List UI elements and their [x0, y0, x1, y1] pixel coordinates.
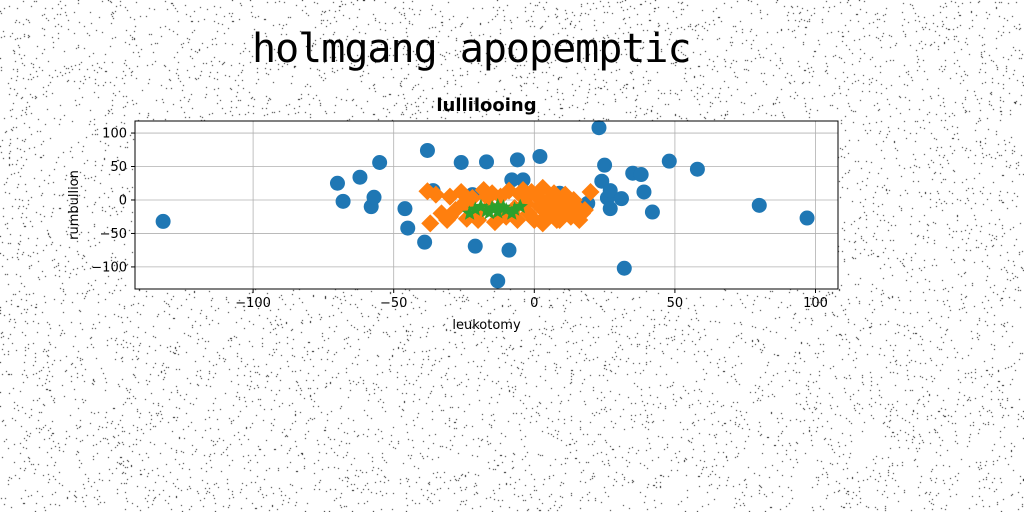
series-2-point [542, 188, 561, 207]
series-1-point [400, 220, 416, 236]
series-2-point [581, 182, 600, 201]
series-2-point [440, 207, 459, 226]
series-1-point [397, 201, 413, 217]
series-1-point [644, 204, 660, 220]
series-1-point [636, 184, 652, 200]
series-1-point [689, 161, 705, 177]
series-1-point [613, 191, 629, 207]
plot-frame [134, 120, 839, 290]
page-title: holmgang apopemptic [252, 26, 692, 72]
x-tick-label: 0 [530, 296, 538, 311]
series-2-point [533, 214, 552, 233]
series-1-point [597, 157, 613, 173]
y-tick-label: 50 [110, 160, 127, 175]
y-axis-label: rumbullion [67, 170, 82, 240]
series-1-point [352, 169, 368, 185]
series-1-point [417, 234, 433, 250]
series-1-point [453, 154, 469, 170]
series-2-point [477, 187, 496, 206]
series-1-point [501, 242, 517, 258]
series-3-point [498, 202, 514, 217]
series-1-point [479, 154, 494, 170]
series-1-point [372, 154, 388, 170]
x-axis-label: leukotomy [452, 318, 521, 333]
series-3-point [490, 198, 506, 213]
series-1-point [616, 260, 632, 276]
series-1-point [335, 193, 351, 209]
series-2-point [516, 184, 535, 203]
series-1-point [329, 175, 345, 191]
y-tick-label: −50 [100, 227, 127, 242]
series-3-point [467, 201, 483, 216]
series-2-point [550, 211, 569, 230]
series-2-point [575, 201, 594, 220]
x-tick-label: 50 [667, 296, 684, 311]
y-tick-label: 0 [119, 193, 127, 208]
series-1-point [751, 197, 767, 213]
series-1-point [490, 273, 506, 289]
series-1-point [467, 238, 483, 254]
series-3-point [473, 198, 489, 214]
series-3-point [481, 204, 497, 220]
series-2-point [564, 190, 583, 209]
series-3-point [462, 205, 478, 220]
axis-ticks: −100 −50 0 50 100 −100 −50 0 50 100 [91, 127, 828, 311]
series-3-point [490, 204, 506, 219]
y-tick-label: −100 [91, 260, 127, 275]
series-1-point [515, 172, 531, 188]
series-1-point [799, 210, 815, 226]
series-1-point [419, 142, 435, 158]
series-1-point [155, 213, 171, 229]
series-1-point [366, 189, 382, 205]
series-1-point [509, 152, 525, 168]
y-tick-label: 100 [102, 127, 127, 142]
series-3-point [507, 201, 523, 216]
series-1-point [602, 183, 618, 199]
chart-title: lullilooing [436, 95, 536, 116]
x-tick-label: −50 [380, 296, 407, 311]
x-tick-label: 100 [803, 296, 828, 311]
series-3-point [512, 198, 528, 214]
series-1-point [633, 167, 649, 183]
x-tick-label: −100 [235, 296, 271, 311]
series-1-point [532, 148, 548, 164]
series-1-point [602, 201, 618, 217]
series-1-point [591, 120, 607, 136]
series-2-point [426, 185, 445, 204]
series-2-point [421, 214, 440, 233]
series-1-point [661, 153, 677, 169]
data-points [155, 120, 815, 289]
